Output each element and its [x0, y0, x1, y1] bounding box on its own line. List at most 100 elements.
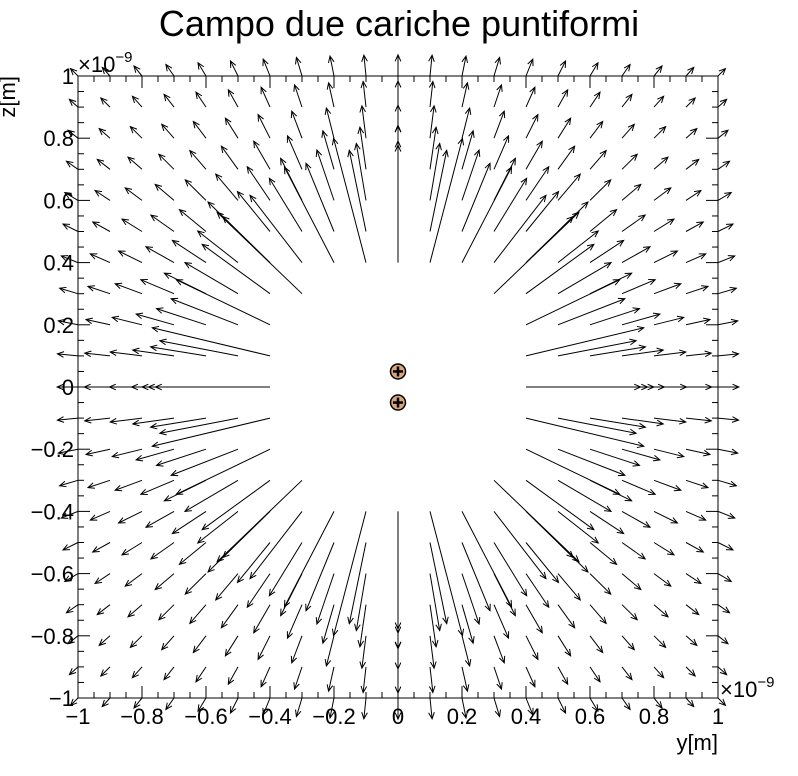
field-arrow — [183, 261, 239, 295]
field-arrow — [249, 511, 303, 580]
field-arrow — [557, 697, 567, 715]
field-arrow — [589, 604, 607, 625]
field-arrow — [461, 542, 491, 612]
field-arrow — [257, 635, 271, 661]
field-arrow — [717, 318, 739, 326]
field-arrow — [96, 158, 111, 170]
field-arrow — [293, 83, 303, 108]
field-arrow — [268, 542, 303, 597]
field-arrow — [557, 666, 569, 686]
y-tick-label: 0.2 — [43, 313, 74, 338]
field-arrow — [139, 479, 175, 495]
field-arrow — [131, 666, 143, 679]
field-arrow — [98, 635, 111, 647]
field-arrow — [685, 510, 707, 521]
field-arrow — [493, 134, 510, 170]
field-arrow — [525, 86, 536, 108]
field-arrow — [429, 137, 465, 263]
field-arrow — [493, 83, 503, 108]
field-arrow — [653, 479, 682, 492]
field-arrow — [557, 59, 567, 77]
field-arrow — [717, 573, 733, 583]
field-arrow — [144, 510, 175, 528]
field-arrow — [133, 697, 143, 709]
y-tick-label: 0.8 — [43, 126, 74, 151]
field-arrow — [461, 697, 469, 720]
y-tick-label: 0.4 — [43, 251, 74, 276]
y-axis-ticks: −1 −0.8 −0.6 −0.4 −0.2 0 0.2 0.4 0.6 0.8 1 — [31, 64, 718, 711]
field-arrow — [685, 542, 705, 553]
field-arrow — [653, 125, 667, 139]
field-arrow — [101, 66, 111, 77]
field-arrow — [653, 95, 665, 108]
field-arrow — [525, 542, 560, 584]
field-arrow — [69, 67, 79, 77]
field-arrow — [98, 127, 111, 139]
chart-title: Campo due cariche puntiformi — [159, 3, 639, 44]
field-arrow — [525, 666, 536, 688]
field-arrow — [124, 573, 143, 587]
field-arrow — [83, 416, 111, 424]
field-arrow — [493, 109, 506, 139]
field-arrow — [394, 511, 402, 650]
field-arrow — [224, 635, 239, 657]
field-arrow — [717, 542, 735, 551]
field-arrow — [246, 165, 271, 201]
x-tick-label: 0.8 — [639, 704, 670, 729]
field-arrow — [653, 448, 685, 459]
field-arrow — [359, 104, 367, 139]
field-arrow — [428, 666, 436, 694]
field-arrow — [717, 510, 736, 519]
field-arrow — [86, 285, 111, 295]
field-arrow — [214, 573, 239, 601]
field-arrow — [149, 417, 207, 430]
field-arrow — [525, 325, 645, 357]
field-arrow — [685, 604, 700, 616]
point-charge — [389, 394, 407, 411]
field-arrow — [717, 635, 729, 645]
field-arrow — [154, 183, 175, 201]
field-arrow — [429, 573, 442, 632]
field-arrow — [163, 93, 175, 108]
field-arrow — [621, 510, 652, 528]
field-arrow — [685, 97, 697, 108]
field-arrow — [55, 383, 78, 391]
field-arrow — [717, 286, 738, 295]
field-arrow — [157, 604, 175, 621]
field-arrow — [192, 120, 207, 139]
field-arrow — [461, 148, 481, 201]
field-arrow — [589, 272, 633, 295]
field-arrow — [461, 81, 470, 108]
field-arrow — [653, 573, 672, 587]
field-arrow — [56, 416, 79, 423]
field-arrow — [718, 383, 741, 391]
field-arrow — [685, 66, 695, 77]
field-arrow — [685, 350, 713, 358]
field-arrow — [717, 255, 736, 264]
field-arrow — [331, 511, 367, 637]
field-arrow — [315, 148, 335, 201]
field-arrow — [196, 230, 239, 263]
x-axis-ticks: −1 −0.8 −0.6 −0.4 −0.2 0 0.2 0.4 0.6 0.8 1 — [65, 76, 724, 729]
field-arrow — [65, 160, 79, 170]
field-arrow — [286, 134, 303, 170]
field-arrow — [326, 666, 335, 693]
field-arrow — [525, 479, 595, 531]
field-arrow — [493, 56, 501, 77]
y-tick-label: −0.4 — [31, 499, 74, 524]
field-arrow — [653, 697, 663, 709]
field-arrow — [127, 604, 143, 618]
field-arrow — [63, 573, 79, 583]
x-axis-exponent: ×10−9 — [720, 674, 774, 702]
field-arrow — [685, 448, 712, 457]
field-arrow — [653, 282, 682, 295]
field-arrow — [621, 214, 647, 232]
field-arrow — [621, 479, 657, 495]
y-exponent-base: ×10 — [78, 52, 115, 77]
x-exponent-base: ×10 — [720, 677, 757, 702]
field-arrow — [717, 67, 727, 77]
field-arrow — [61, 223, 79, 232]
field-arrow — [461, 604, 475, 645]
x-tick-label: 0.4 — [511, 704, 542, 729]
field-arrow — [120, 542, 143, 556]
